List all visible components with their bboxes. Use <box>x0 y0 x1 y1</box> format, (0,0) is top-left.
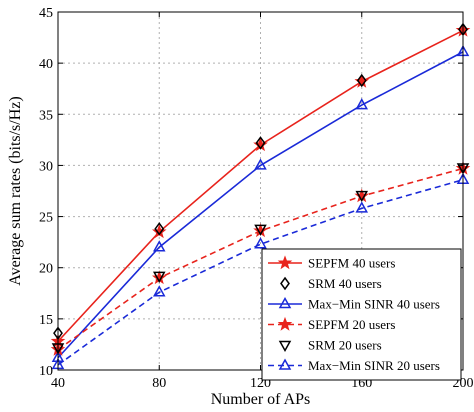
legend-item: Max−Min SINR 20 users <box>268 358 440 373</box>
legend-item: SEPFM 20 users <box>268 316 395 332</box>
data-point <box>354 188 370 203</box>
legend-label: SEPFM 40 users <box>308 256 395 271</box>
series-line <box>57 178 464 366</box>
y-tick-label: 30 <box>39 159 53 174</box>
legend-marker <box>278 296 292 309</box>
data-point <box>152 285 166 297</box>
legend-item: SEPFM 40 users <box>268 255 395 271</box>
x-axis-label: Number of APs <box>211 391 311 408</box>
legend-marker <box>278 340 292 353</box>
legend-marker <box>280 276 290 291</box>
series-layer <box>50 22 471 370</box>
legend-marker <box>277 316 293 331</box>
legend-label: Max−Min SINR 40 users <box>308 297 440 312</box>
data-point <box>354 73 370 88</box>
legend-label: SRM 20 users <box>308 338 382 353</box>
legend-label: SRM 40 users <box>308 276 382 291</box>
series-line <box>57 51 464 359</box>
legend-item: Max−Min SINR 40 users <box>268 297 440 312</box>
data-point <box>152 240 166 252</box>
data-point <box>356 73 367 88</box>
series-6 <box>51 172 470 370</box>
data-point <box>154 222 165 236</box>
legend-marker <box>277 255 293 270</box>
y-tick-label: 10 <box>39 364 53 379</box>
legend-item: SRM 40 users <box>280 276 382 291</box>
y-tick-label: 35 <box>39 108 53 123</box>
data-point <box>355 201 369 213</box>
legend-label: SEPFM 20 users <box>308 317 395 332</box>
x-tick-label: 80 <box>152 376 166 391</box>
data-point <box>254 224 267 236</box>
data-point <box>152 271 166 283</box>
data-point <box>255 136 266 150</box>
legend-box <box>261 248 462 381</box>
legend-marker <box>278 358 292 370</box>
y-tick-label: 45 <box>39 6 53 21</box>
data-point <box>254 158 267 170</box>
data-point <box>355 98 369 110</box>
y-tick-label: 20 <box>39 262 53 277</box>
y-tick-label: 40 <box>39 57 53 72</box>
data-point <box>254 237 267 249</box>
data-point <box>355 190 369 203</box>
y-axis-label: Average sum rates (bits/s/Hz) <box>7 96 24 285</box>
legend: SEPFM 40 users SRM 40 users Max−Min SINR 4… <box>261 248 462 381</box>
y-tick-label: 25 <box>39 211 53 226</box>
y-tick-label: 15 <box>39 313 53 328</box>
legend-item: SRM 20 users <box>278 338 382 353</box>
x-tick-label: 40 <box>51 376 65 391</box>
legend-label: Max−Min SINR 20 users <box>308 358 440 373</box>
